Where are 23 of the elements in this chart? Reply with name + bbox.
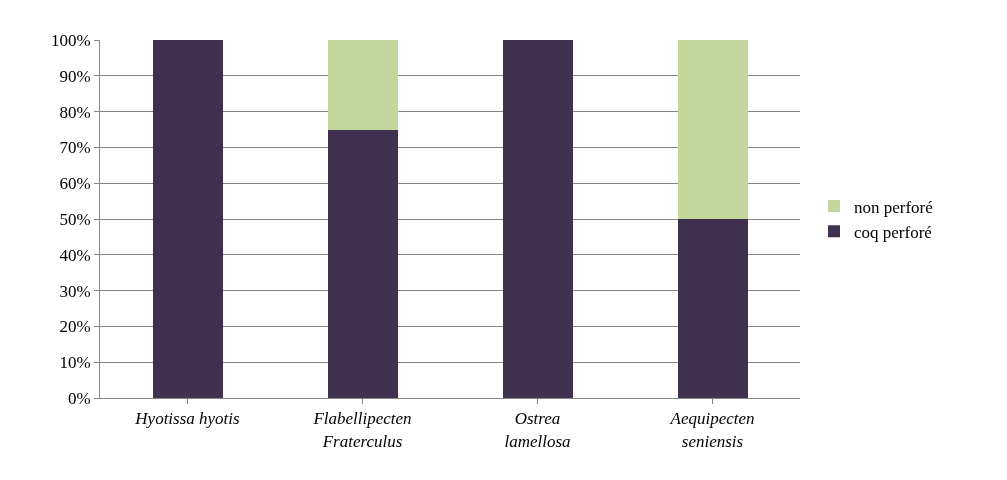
- y-tick-label: 80%: [59, 102, 91, 122]
- y-tick-label: 30%: [59, 281, 91, 301]
- y-tick-label: 10%: [59, 353, 91, 373]
- x-tick-label: Ostrea lamellosa: [504, 409, 571, 451]
- x-tick-label: Flabellipecten Fraterculus: [312, 409, 412, 451]
- y-tick-label: 90%: [59, 66, 91, 86]
- bar: [677, 40, 748, 219]
- legend-label: coq perforé: [854, 222, 932, 242]
- x-tick-label: Hyotissa hyotis: [134, 409, 241, 429]
- bar: [327, 129, 398, 398]
- legend-label: non perforé: [854, 197, 933, 217]
- y-tick-label: 0%: [67, 388, 91, 408]
- y-tick-label: 50%: [59, 209, 91, 229]
- y-tick-label: 40%: [59, 245, 91, 265]
- y-tick-label: 100%: [50, 30, 91, 50]
- x-tick-label: Aequipecten seniensis: [669, 409, 755, 451]
- y-tick-label: 60%: [59, 174, 91, 194]
- y-tick-label: 70%: [59, 138, 91, 158]
- bar: [327, 40, 398, 130]
- bar: [152, 40, 223, 398]
- y-tick-label: 20%: [59, 317, 91, 337]
- bar: [677, 219, 748, 398]
- bar: [502, 40, 573, 398]
